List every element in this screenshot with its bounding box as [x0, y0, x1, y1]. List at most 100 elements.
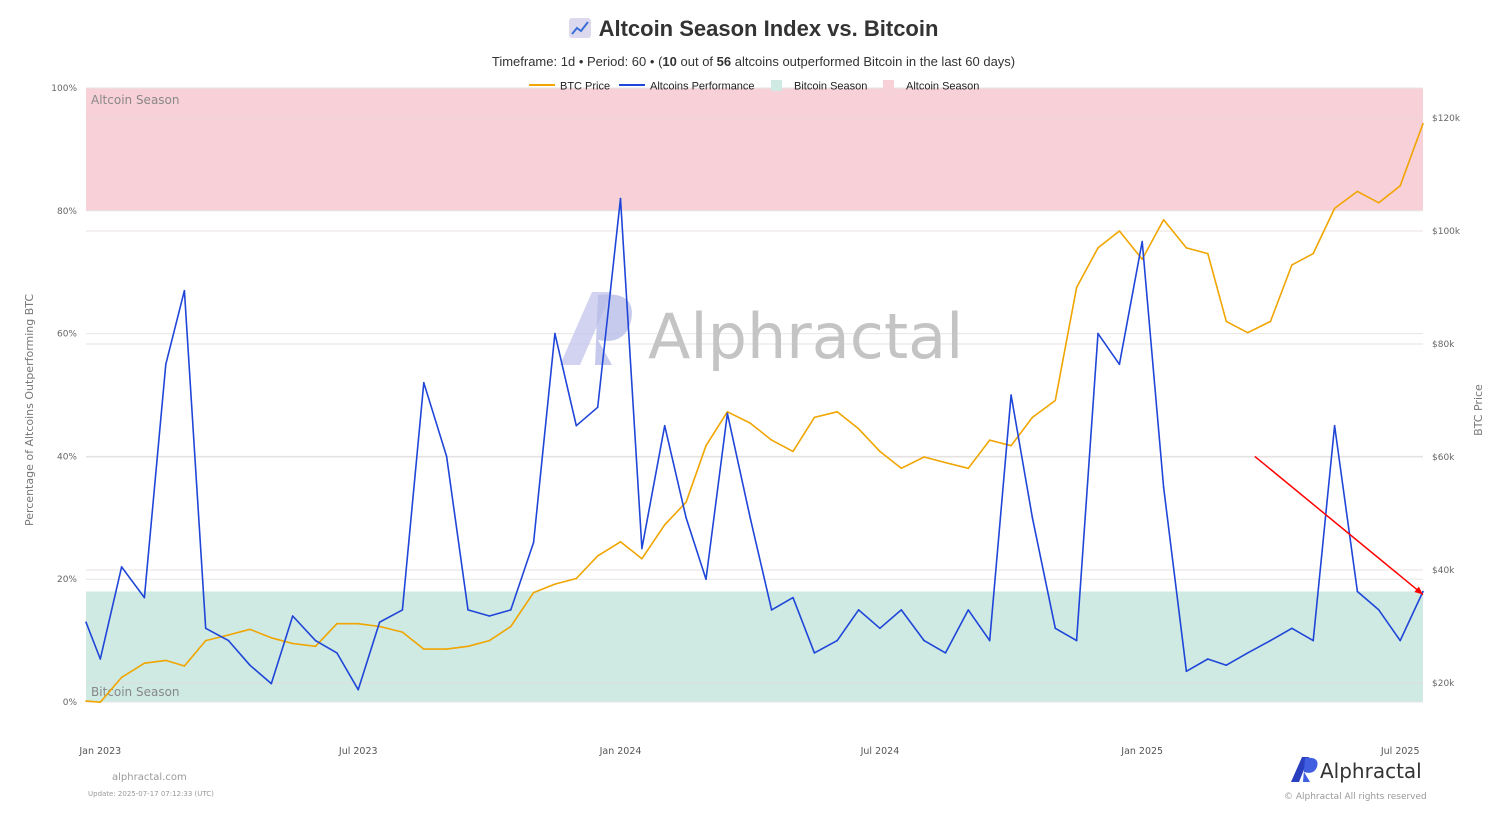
btc-price-point	[1422, 122, 1424, 125]
altcoins-performance-point	[270, 682, 273, 685]
period-text: Period: 60	[587, 54, 647, 69]
btc-price-point	[900, 467, 903, 470]
altcoins-performance-point	[1356, 590, 1359, 593]
altcoins-performance-point	[923, 639, 925, 642]
chart-title: Altcoin Season Index vs. Bitcoin	[0, 16, 1507, 42]
btc-price-point	[99, 701, 102, 704]
btc-price-point	[143, 662, 146, 665]
altcoins-performance-point	[575, 424, 578, 427]
paren: (	[658, 54, 663, 69]
logo-text: Alphractal	[1320, 759, 1422, 783]
altcoins-performance-point	[663, 424, 666, 427]
y-tick-label: 100%	[51, 84, 77, 94]
altcoins-performance-point	[726, 412, 729, 415]
altcoins-performance-point	[85, 621, 87, 623]
btc-price-point	[165, 659, 167, 662]
btc-price-point	[1399, 185, 1401, 187]
altcoins-performance-point	[1097, 332, 1099, 335]
altcoins-performance-point	[1118, 363, 1121, 366]
btc-price-point	[726, 411, 729, 413]
altcoins-performance-point	[1225, 664, 1228, 666]
btc-price-point	[988, 439, 991, 441]
btc-price-point	[1356, 190, 1359, 193]
btc-price-point	[792, 450, 794, 453]
y2-axis-title: BTC Price	[1472, 384, 1485, 436]
btc-price-point	[227, 634, 230, 636]
x-tick-label: Jul 2024	[860, 746, 900, 757]
legend-label: Bitcoin Season	[794, 81, 867, 93]
altcoins-performance-point	[944, 652, 947, 654]
altcoins-performance-point	[705, 578, 707, 580]
alphractal-logo: Alphractal	[1290, 756, 1422, 783]
altcoins-performance-point	[1054, 627, 1057, 630]
chart-subtitle: Timeframe: 1d • Period: 60 • (10 out of …	[0, 54, 1507, 69]
altcoins-performance-point	[749, 517, 752, 519]
btc-price-point	[488, 639, 491, 642]
outperform-count: 10	[662, 54, 677, 69]
altcoins-performance-point	[836, 639, 838, 642]
btc-price-point	[1010, 444, 1012, 447]
altcoins-performance-point	[1312, 639, 1315, 642]
altcoins-performance-point	[532, 541, 535, 544]
arrow-head-icon	[1414, 586, 1423, 595]
y-tick-label: 60%	[57, 330, 77, 340]
altcoins-performance-point	[401, 609, 404, 611]
x-tick-label: Jan 2023	[78, 746, 121, 757]
legend-item[interactable]: Altcoins Performance	[619, 81, 755, 93]
copyright: © Alphractal All rights reserved	[1284, 792, 1427, 802]
btc-price-point	[663, 524, 666, 526]
btc-price-point	[1118, 230, 1121, 232]
btc-price-point	[204, 639, 207, 642]
altcoins-performance-point	[596, 406, 599, 409]
btc-price-point	[423, 648, 425, 650]
altcoins-performance-point	[509, 609, 512, 611]
altcoins-performance-point	[204, 627, 207, 630]
altcoins-performance-point	[554, 332, 556, 335]
altcoins-performance-point	[378, 621, 381, 623]
btc-price-point	[923, 456, 925, 458]
update-timestamp: Update: 2025-07-17 07:12:33 (UTC)	[88, 790, 214, 798]
y2-tick-label: $120k	[1432, 114, 1461, 124]
out-of-text: out of	[680, 54, 714, 69]
btc-price-point	[1075, 286, 1078, 289]
legend-item[interactable]: Bitcoin Season	[771, 80, 867, 93]
altcoins-performance-point	[1162, 486, 1165, 488]
altcoins-performance-point	[291, 615, 294, 617]
btc-price-point	[619, 540, 622, 543]
btc-price-point	[314, 645, 317, 648]
altcoins-performance-point	[900, 609, 903, 611]
btc-price-point	[685, 501, 687, 504]
altcoins-performance-point	[183, 289, 186, 292]
altcoins-performance-point	[1010, 394, 1012, 396]
btc-price-point	[467, 645, 469, 648]
btc-price-point	[1031, 416, 1034, 419]
altcoins-performance-point	[619, 197, 622, 200]
band-altcoin-season	[86, 88, 1423, 211]
legend-swatch	[883, 80, 894, 91]
altcoins-performance-point	[813, 652, 816, 654]
btc-price-point	[1054, 399, 1057, 402]
y-tick-label: 20%	[57, 575, 77, 585]
y2-tick-label: $80k	[1432, 340, 1455, 350]
altcoins-performance-point	[165, 363, 167, 366]
legend-item[interactable]: BTC Price	[529, 81, 610, 93]
altcoins-performance-point	[1291, 627, 1293, 630]
btc-price-point	[879, 450, 881, 453]
watermark-text: Alphractal	[648, 300, 963, 373]
btc-price-point	[1097, 247, 1099, 249]
btc-price-point	[336, 622, 338, 625]
altcoins-performance-point	[1031, 517, 1034, 519]
btc-price-point	[967, 467, 970, 470]
timeframe-text: Timeframe: 1d	[491, 54, 576, 69]
btc-price-point	[749, 422, 752, 424]
legend-item[interactable]: Altcoin Season	[883, 80, 979, 93]
band-label: Altcoin Season	[91, 93, 180, 107]
y2-tick-label: $60k	[1432, 453, 1455, 463]
chart-increasing-icon	[568, 18, 591, 38]
altcoins-performance-point	[314, 639, 317, 642]
btc-price-point	[596, 555, 599, 557]
site-link[interactable]: alphractal.com	[112, 772, 187, 783]
separator: •	[649, 54, 655, 69]
btc-price-point	[1206, 252, 1209, 255]
btc-price-point	[1225, 320, 1228, 323]
